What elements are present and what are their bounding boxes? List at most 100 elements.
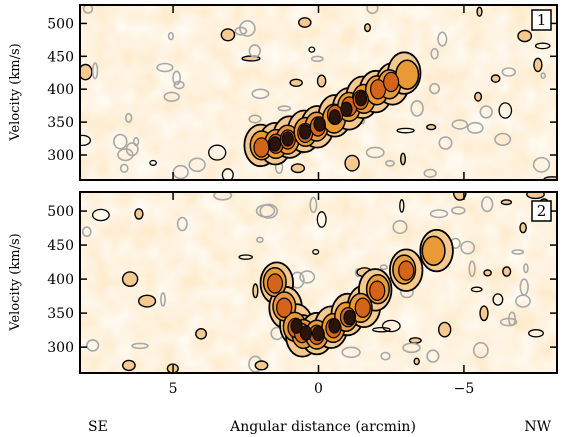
noise-contour bbox=[163, 91, 180, 103]
noise-contour bbox=[252, 283, 259, 299]
noise-contour bbox=[400, 152, 407, 166]
noise-contour bbox=[176, 216, 188, 232]
y-tick-label: 500 bbox=[47, 204, 74, 220]
noise-contour bbox=[396, 127, 415, 134]
noise-contour bbox=[426, 349, 440, 363]
emission-contour bbox=[343, 309, 356, 326]
y-tick-label: 300 bbox=[47, 340, 74, 356]
noise-contour bbox=[517, 29, 533, 43]
panel-2-label-box bbox=[531, 200, 552, 222]
noise-contour bbox=[255, 236, 264, 244]
panel-2-x-ticks: 5 0 −5 bbox=[169, 192, 474, 397]
noise-contour bbox=[540, 72, 547, 79]
noise-contour bbox=[125, 142, 139, 157]
noise-contour bbox=[221, 168, 234, 180]
noise-contour bbox=[437, 31, 448, 47]
emission-contour bbox=[340, 101, 353, 118]
panel-1-y-ticks: 300 350 400 450 500 bbox=[47, 16, 557, 164]
emission-contour bbox=[328, 109, 341, 125]
noise-contour bbox=[312, 248, 320, 255]
noise-contour bbox=[534, 42, 551, 50]
noise-contour bbox=[498, 102, 513, 119]
noise-contour bbox=[149, 159, 157, 166]
noise-contour bbox=[501, 67, 517, 77]
noise-contour bbox=[466, 121, 484, 134]
panel-2-label: 2 bbox=[537, 202, 547, 220]
noise-contour bbox=[385, 159, 395, 167]
noise-contour bbox=[472, 341, 489, 359]
emission-contour bbox=[268, 136, 282, 152]
emission-contour bbox=[281, 131, 294, 147]
noise-contour bbox=[402, 342, 421, 354]
noise-contour bbox=[429, 209, 449, 219]
y-tick-label: 450 bbox=[47, 238, 74, 254]
noise-contour bbox=[366, 5, 379, 15]
noise-contour bbox=[234, 26, 248, 36]
noise-contour bbox=[121, 271, 139, 287]
noise-contour bbox=[511, 249, 525, 255]
y-tick-label: 350 bbox=[47, 115, 74, 131]
noise-contour bbox=[483, 269, 492, 277]
noise-contour bbox=[113, 133, 128, 150]
noise-contour bbox=[479, 305, 489, 322]
noise-contour bbox=[316, 211, 327, 228]
emission-contour bbox=[299, 124, 312, 140]
panel-2-marks bbox=[81, 192, 550, 373]
noise-contour bbox=[160, 292, 166, 307]
noise-contour bbox=[138, 294, 157, 308]
panel-1-x-ticks bbox=[172, 5, 465, 180]
noise-contour bbox=[310, 55, 324, 62]
panel-1-marks bbox=[80, 5, 557, 180]
noise-contour bbox=[248, 114, 262, 124]
y-tick-label: 350 bbox=[47, 306, 74, 322]
y-tick-label: 300 bbox=[47, 148, 74, 164]
noise-contour bbox=[254, 360, 269, 371]
y-tick-label: 450 bbox=[47, 49, 74, 65]
noise-contour bbox=[528, 329, 544, 338]
noise-contour bbox=[172, 70, 181, 86]
noise-contour bbox=[438, 321, 452, 338]
panel-2-y-ticks: 300 350 400 450 500 bbox=[47, 204, 557, 356]
noise-contour bbox=[470, 286, 483, 293]
noise-contour bbox=[91, 208, 110, 222]
noise-contour bbox=[238, 254, 253, 260]
y-tick-label: 400 bbox=[47, 82, 74, 98]
noise-contour bbox=[364, 23, 372, 33]
noise-contour bbox=[507, 311, 516, 327]
noise-contour bbox=[429, 82, 441, 95]
noise-contour bbox=[481, 196, 494, 213]
noise-contour bbox=[408, 337, 422, 344]
x-axis-label: Angular distance (arcmin) bbox=[229, 419, 416, 435]
noise-contour bbox=[490, 74, 501, 83]
emission-contour bbox=[313, 116, 326, 132]
panel-1-y-axis-label: Velocity (km/s) bbox=[8, 43, 23, 141]
emission-contour bbox=[328, 318, 341, 334]
y-tick-label: 500 bbox=[47, 16, 74, 32]
noise-contour bbox=[297, 17, 312, 28]
noise-contour bbox=[410, 100, 424, 117]
noise-contour bbox=[82, 5, 94, 14]
noise-contour bbox=[289, 78, 304, 88]
emission-contour bbox=[266, 273, 284, 294]
noise-contour bbox=[502, 266, 512, 277]
noise-contour bbox=[81, 226, 92, 238]
noise-contour bbox=[167, 31, 174, 41]
noise-contour bbox=[474, 91, 483, 102]
emission-contour bbox=[312, 325, 325, 342]
emission-contour bbox=[398, 260, 415, 281]
emission-contour bbox=[395, 59, 420, 90]
noise-contour bbox=[124, 112, 133, 123]
noise-contour bbox=[188, 157, 206, 173]
noise-contour bbox=[365, 146, 385, 159]
noise-contour bbox=[220, 28, 236, 42]
noise-contour bbox=[379, 264, 388, 271]
noise-contour bbox=[399, 199, 405, 213]
noise-contour bbox=[515, 294, 531, 308]
noise-contour bbox=[450, 206, 466, 215]
noise-contour bbox=[299, 270, 316, 284]
noise-contour bbox=[251, 88, 270, 100]
noise-contour bbox=[344, 154, 360, 172]
noise-contour bbox=[523, 263, 529, 274]
noise-contour bbox=[451, 119, 469, 130]
